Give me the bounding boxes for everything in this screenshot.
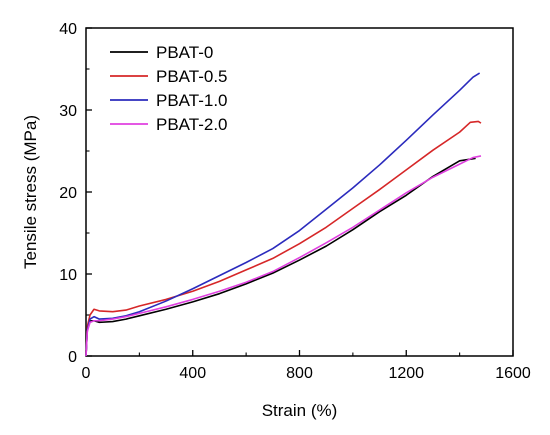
y-tick-label: 40 xyxy=(59,21,77,38)
x-axis-title: Strain (%) xyxy=(262,401,338,420)
series-layer xyxy=(85,72,482,357)
axis-ticks xyxy=(85,27,514,357)
series-line-pbat-0 xyxy=(85,157,476,357)
axis-tick-labels: 0 400 800 1200 1600 0 10 20 30 40 xyxy=(59,21,531,382)
y-tick-label: 10 xyxy=(59,267,77,284)
legend-label-pbat-0-5: PBAT-0.5 xyxy=(156,67,228,86)
series-line-pbat-1-0 xyxy=(85,72,481,357)
x-tick-label: 1600 xyxy=(495,365,531,382)
y-tick-label: 20 xyxy=(59,185,77,202)
x-tick-label: 400 xyxy=(179,365,206,382)
series-line-pbat-2-0 xyxy=(85,155,482,357)
y-axis-title: Tensile stress (MPa) xyxy=(21,115,40,269)
legend-label-pbat-0: PBAT-0 xyxy=(156,43,213,62)
x-tick-label: 800 xyxy=(286,365,313,382)
series-line-pbat-0-5 xyxy=(85,120,482,357)
legend: PBAT-0 PBAT-0.5 PBAT-1.0 PBAT-2.0 xyxy=(110,43,228,134)
legend-label-pbat-2-0: PBAT-2.0 xyxy=(156,115,228,134)
y-tick-label: 30 xyxy=(59,103,77,120)
x-tick-label: 0 xyxy=(82,365,91,382)
y-tick-label: 0 xyxy=(68,349,77,366)
legend-label-pbat-1-0: PBAT-1.0 xyxy=(156,91,228,110)
x-tick-label: 1200 xyxy=(388,365,424,382)
